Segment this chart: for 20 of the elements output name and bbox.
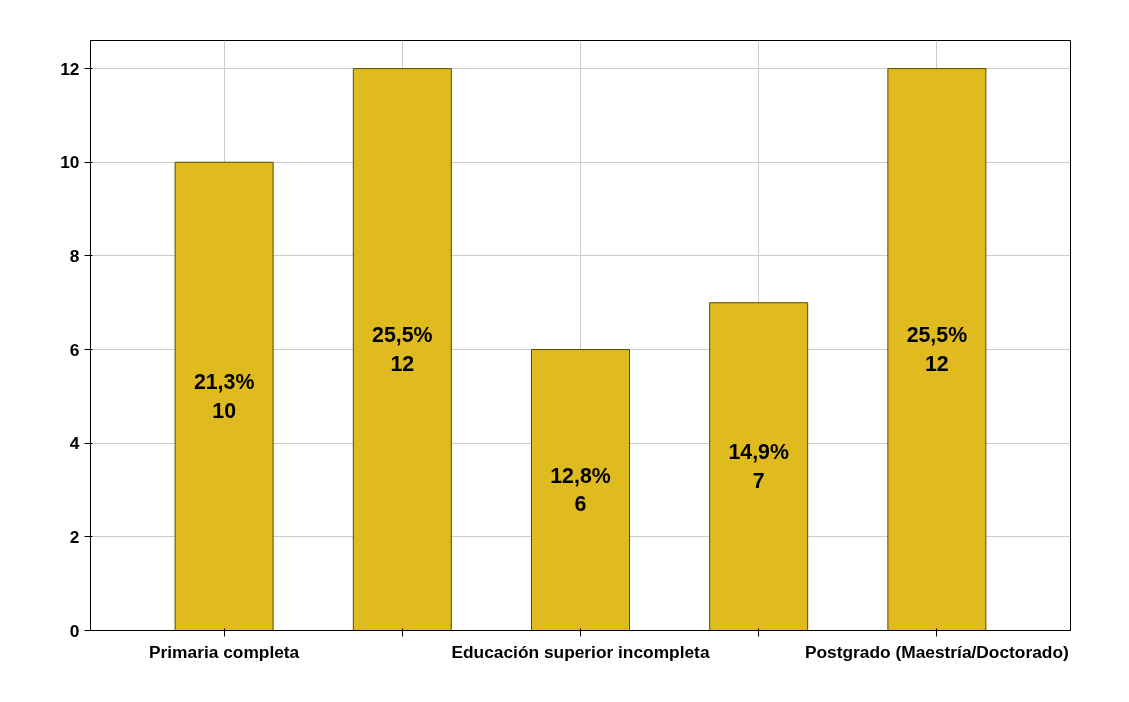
bar — [709, 302, 809, 631]
data-label: 25,5% 12 — [372, 323, 433, 376]
y-tick-label: 8 — [69, 245, 80, 266]
y-tick-label: 4 — [69, 433, 80, 454]
data-label: 25,5% 12 — [906, 323, 968, 376]
y-tick-label: 2 — [69, 526, 80, 547]
bar — [531, 349, 630, 631]
y-tick-label: 6 — [69, 339, 80, 360]
y-tick-label: 12 — [60, 58, 80, 79]
y-tick-label: 10 — [60, 152, 80, 173]
bar — [887, 68, 987, 631]
data-label: 12,8% 6 — [550, 463, 611, 517]
x-tick-label: Educación superior incompleta — [451, 641, 710, 662]
y-tick-label: 0 — [69, 620, 80, 641]
data-label: 21,3% 10 — [193, 369, 255, 423]
data-label: 14,9% 7 — [728, 440, 789, 494]
x-tick-label: Postgrado (Maestría/Doctorado) — [804, 641, 1069, 662]
bar — [352, 68, 452, 631]
x-tick-label: Primaria completa — [149, 641, 300, 662]
bar — [174, 161, 274, 631]
